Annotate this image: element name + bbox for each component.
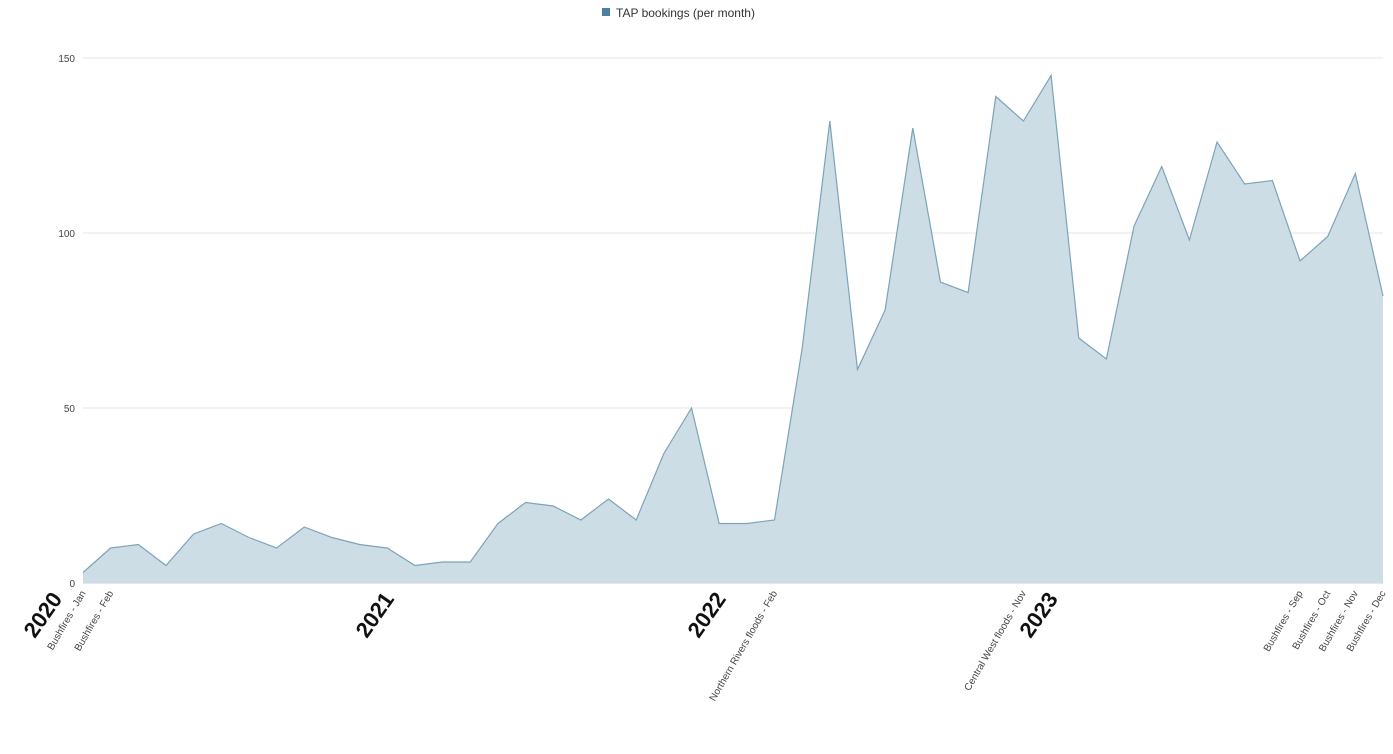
y-axis-ticks: 0 50 100 150 (58, 54, 75, 590)
series-line (82, 73, 1384, 573)
x-axis-year-labels: 2020 2021 2022 2023 (19, 588, 1063, 642)
series-area (82, 73, 1384, 583)
y-tick-label: 50 (64, 404, 76, 415)
legend: TAP bookings (per month) (602, 6, 755, 20)
y-tick-label: 0 (69, 579, 75, 590)
legend-swatch (602, 8, 610, 16)
y-tick-label: 100 (58, 229, 75, 240)
year-label: 2022 (682, 588, 731, 642)
legend-label: TAP bookings (per month) (616, 6, 755, 20)
y-tick-label: 150 (58, 54, 75, 65)
event-label: Central West floods - Nov (963, 589, 1029, 693)
series-area-fill (83, 75, 1383, 583)
year-label: 2021 (350, 588, 399, 642)
